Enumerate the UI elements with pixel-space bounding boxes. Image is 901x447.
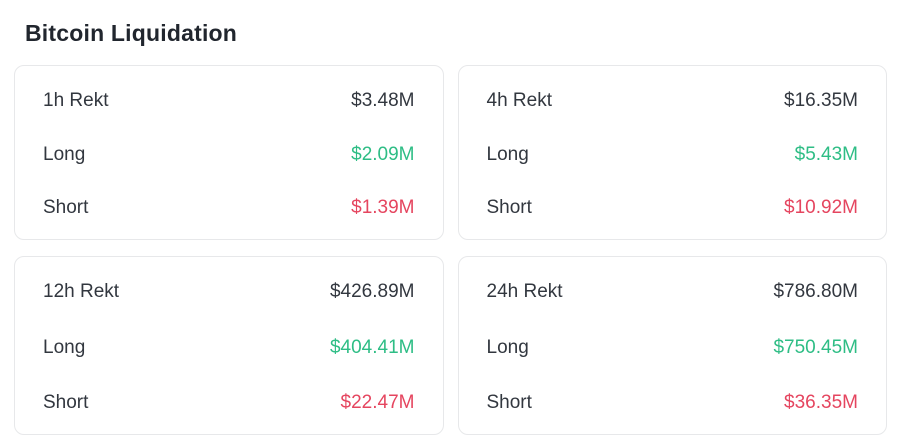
rekt-row: 1h Rekt $3.48M — [43, 90, 415, 112]
rekt-total-value: $3.48M — [351, 90, 415, 111]
period-label: 4h Rekt — [486, 90, 552, 111]
short-label: Short — [43, 197, 89, 218]
long-row: Long $2.09M — [43, 144, 415, 166]
rekt-total-value: $16.35M — [784, 90, 858, 111]
long-row: Long $5.43M — [487, 144, 859, 166]
long-label: Long — [43, 143, 86, 165]
period-label: 1h Rekt — [43, 90, 109, 111]
short-value: $36.35M — [784, 392, 858, 413]
long-value: $5.43M — [794, 143, 858, 165]
short-value: $10.92M — [784, 197, 858, 218]
liquidation-card-24h: 24h Rekt $786.80M Long $750.45M Short $3… — [457, 256, 887, 435]
long-value: $2.09M — [351, 143, 415, 165]
short-label: Short — [486, 392, 532, 413]
period-label: 24h Rekt — [486, 281, 563, 302]
long-label: Long — [486, 336, 529, 358]
long-row: Long $750.45M — [487, 337, 859, 359]
rekt-row: 4h Rekt $16.35M — [487, 90, 859, 112]
liquidation-cards-grid: 1h Rekt $3.48M Long $2.09M Short $1.39M … — [14, 65, 887, 435]
liquidation-card-4h: 4h Rekt $16.35M Long $5.43M Short $10.92… — [457, 65, 887, 240]
short-value: $1.39M — [351, 197, 415, 218]
long-label: Long — [43, 336, 86, 358]
short-row: Short $22.47M — [43, 392, 415, 414]
short-row: Short $36.35M — [487, 392, 859, 414]
period-label: 12h Rekt — [43, 281, 120, 302]
rekt-row: 24h Rekt $786.80M — [487, 281, 859, 303]
long-value: $404.41M — [329, 336, 415, 358]
long-row: Long $404.41M — [43, 337, 415, 359]
liquidation-card-12h: 12h Rekt $426.89M Long $404.41M Short $2… — [14, 256, 444, 435]
liquidation-card-1h: 1h Rekt $3.48M Long $2.09M Short $1.39M — [14, 65, 444, 240]
short-label: Short — [486, 197, 532, 218]
short-label: Short — [43, 392, 89, 413]
long-label: Long — [486, 143, 529, 165]
short-value: $22.47M — [340, 392, 415, 413]
page-title: Bitcoin Liquidation — [25, 20, 238, 46]
short-row: Short $10.92M — [487, 197, 859, 219]
short-row: Short $1.39M — [43, 197, 415, 219]
rekt-row: 12h Rekt $426.89M — [43, 281, 415, 303]
rekt-total-value: $786.80M — [773, 281, 858, 302]
long-value: $750.45M — [773, 336, 858, 358]
rekt-total-value: $426.89M — [329, 281, 415, 302]
